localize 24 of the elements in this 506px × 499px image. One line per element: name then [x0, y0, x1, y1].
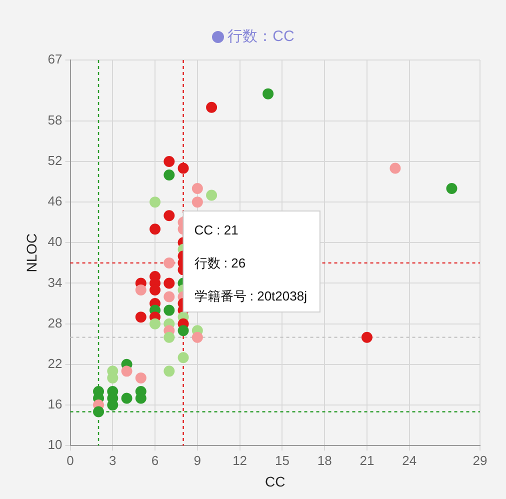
text: 行数：CC [228, 27, 294, 46]
y-tick-label: 16 [48, 396, 62, 412]
y-tick-label: 58 [48, 112, 62, 128]
y-tick-label: 10 [48, 437, 62, 452]
y-tick-label: 46 [48, 194, 62, 209]
y-tick-label: 34 [48, 274, 62, 290]
y-tick-label: 40 [48, 234, 62, 250]
y-tick-label: 22 [48, 356, 62, 371]
x-tick-label: 21 [360, 452, 374, 468]
x-tick-label: 18 [317, 452, 332, 468]
x-tick-label: 3 [109, 452, 116, 468]
x-tick-label: 6 [151, 452, 159, 468]
y-axis-title: NLOC [23, 233, 40, 272]
x-tick-label: 0 [66, 452, 74, 468]
y-tick-label: 28 [48, 315, 62, 330]
x-tick-label: 9 [194, 452, 202, 468]
y-tick-label: 52 [48, 153, 62, 168]
y-tick-label: 67 [48, 52, 62, 67]
x-axis-title: CC [265, 473, 286, 490]
x-tick-label: 29 [472, 452, 488, 468]
x-tick-label: 12 [232, 452, 248, 468]
text: CC : 21 行数 : 26 学籍番号 : 20t2038j [194, 222, 307, 304]
x-tick-label: 15 [274, 452, 290, 468]
x-tick-label: 24 [402, 452, 417, 468]
